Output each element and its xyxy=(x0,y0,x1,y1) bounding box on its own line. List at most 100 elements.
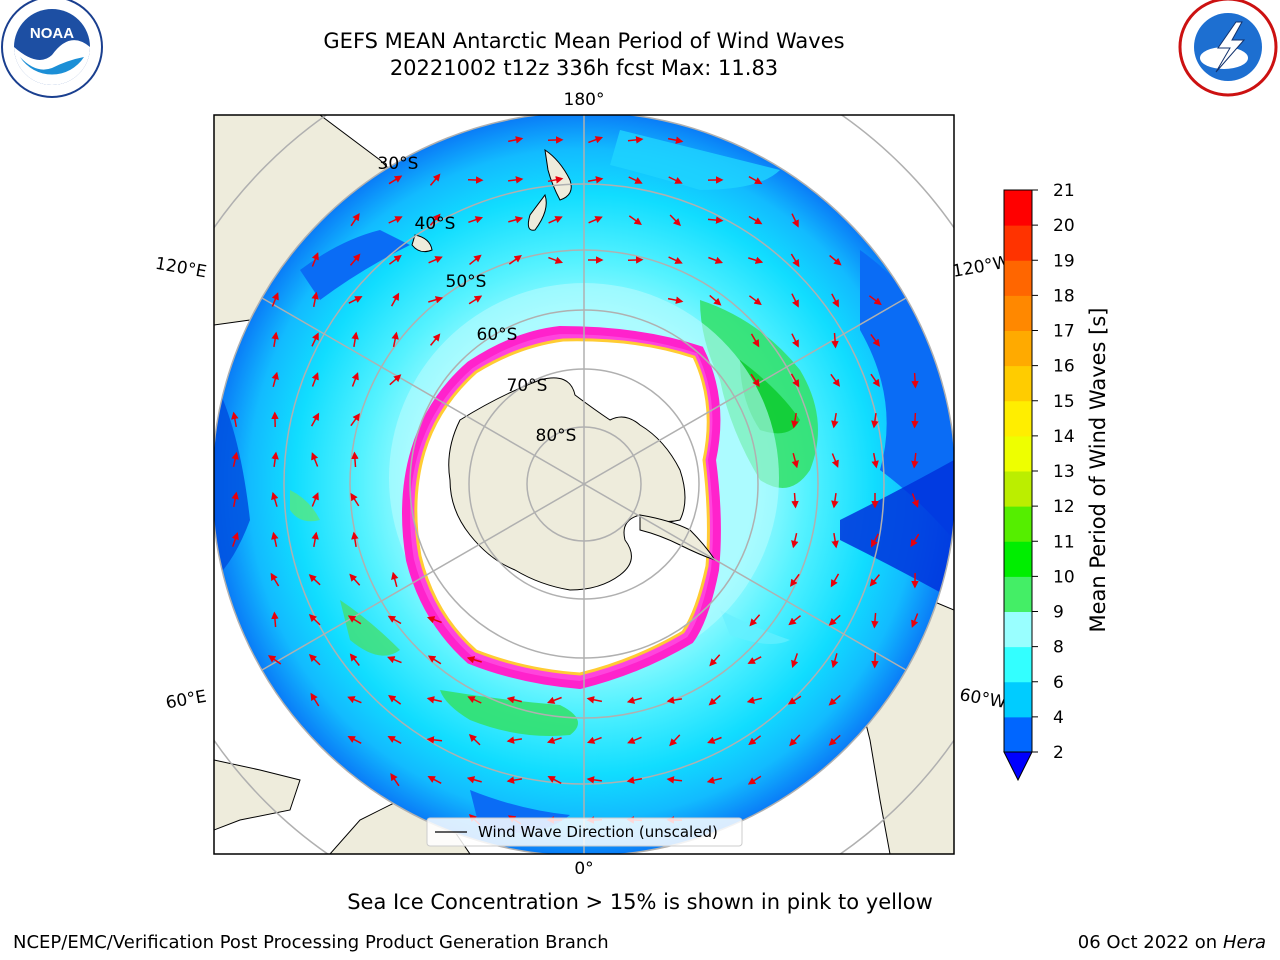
map-frame xyxy=(213,114,955,855)
colorbar-bin xyxy=(1004,225,1032,261)
wind-wave-arrow xyxy=(506,696,522,704)
wind-wave-arrow xyxy=(869,574,880,587)
tasmania xyxy=(411,234,433,253)
colorbar-tick-label: 10 xyxy=(1053,567,1075,587)
wind-wave-arrow xyxy=(468,734,481,746)
wind-wave-arrow xyxy=(271,371,279,387)
wind-wave-arrow xyxy=(830,373,840,387)
wind-wave-arrow xyxy=(669,734,681,747)
wind-wave-arrow xyxy=(468,295,483,305)
wind-wave-arrow xyxy=(868,295,882,306)
colorbar-tick-label: 19 xyxy=(1053,251,1075,271)
wind-wave-arrow xyxy=(791,653,799,669)
wind-wave-arrow xyxy=(426,736,443,744)
wind-wave-arrow xyxy=(387,656,402,664)
wind-wave-arrow xyxy=(388,695,402,705)
wind-wave-arrow xyxy=(267,655,282,665)
wind-wave-arrow xyxy=(351,531,359,548)
colorbar-tick-label: 8 xyxy=(1053,638,1064,658)
wind-wave-arrow xyxy=(311,531,319,548)
colorbar-tick-label: 17 xyxy=(1053,322,1075,342)
wind-wave-arrow xyxy=(271,491,279,507)
wind-wave-arrow xyxy=(790,253,800,268)
wind-wave-arrow xyxy=(828,694,841,706)
wind-wave-arrow xyxy=(790,573,800,587)
wind-wave-arrow xyxy=(870,333,880,347)
wind-wave-arrow xyxy=(469,254,482,265)
wind-wave-arrow xyxy=(508,216,524,224)
wind-wave-arrow xyxy=(787,695,802,705)
wind-wave-arrow xyxy=(871,452,879,469)
wind-wave-arrow xyxy=(628,215,642,225)
wind-wave-arrow xyxy=(831,532,839,549)
wind-wave-arrow xyxy=(390,292,400,307)
wind-wave-arrow xyxy=(828,614,841,626)
wind-wave-arrow xyxy=(508,136,524,144)
noaa-logo-text: NOAA xyxy=(30,25,74,42)
colorbar-bin xyxy=(1004,576,1032,612)
wind-wave-arrow xyxy=(911,452,919,469)
wind-wave-arrow xyxy=(311,492,319,507)
wind-wave-arrow xyxy=(547,775,562,784)
wind-wave-arrow xyxy=(586,776,602,784)
wind-wave-arrow xyxy=(311,252,319,267)
wind-wave-arrow xyxy=(310,412,320,427)
wind-wave-arrow xyxy=(347,615,362,625)
wind-wave-arrow xyxy=(831,293,839,308)
map-legend: Wind Wave Direction (unscaled) xyxy=(426,817,743,847)
wind-wave-arrow xyxy=(588,216,603,224)
wind-wave-arrow xyxy=(626,696,642,704)
wind-wave-arrow xyxy=(430,333,441,346)
wind-wave-arrow xyxy=(748,256,764,264)
wind-wave-arrow xyxy=(348,296,363,304)
wind-wave-arrow xyxy=(791,453,799,469)
wind-wave-arrow xyxy=(466,776,482,784)
wind-wave-arrow xyxy=(910,533,920,548)
wind-wave-arrow xyxy=(870,533,879,548)
wind-wave-arrow xyxy=(707,736,722,744)
colorbar-bin xyxy=(1004,330,1032,367)
wind-wave-arrow xyxy=(831,453,839,468)
wind-wave-arrow xyxy=(870,373,880,388)
wind-wave-arrow xyxy=(351,372,359,387)
colorbar-extend-arrow xyxy=(1003,751,1033,782)
wind-wave-arrow xyxy=(350,492,360,507)
wind-wave-arrow xyxy=(349,573,361,586)
credit-text: NCEP/EMC/Verification Post Processing Pr… xyxy=(13,932,609,953)
wind-wave-arrow xyxy=(667,136,684,144)
wind-wave-arrow xyxy=(628,176,643,184)
colorbar-tick-label: 16 xyxy=(1053,357,1075,377)
wind-wave-arrow xyxy=(270,572,280,587)
wind-wave-arrow xyxy=(791,213,799,228)
wind-wave-arrow xyxy=(747,656,762,664)
wind-wave-arrow xyxy=(791,293,799,308)
wind-wave-arrow xyxy=(587,176,604,184)
wind-wave-arrow xyxy=(586,696,603,704)
wind-wave-arrow xyxy=(311,372,319,387)
colorbar-bin xyxy=(1004,716,1032,753)
colorbar-bin xyxy=(1004,435,1032,472)
wind-wave-arrow xyxy=(231,491,239,508)
lat-label-30s: 30°S xyxy=(378,154,419,174)
wind-wave-arrow xyxy=(588,136,604,144)
title-line-1: GEFS MEAN Antarctic Mean Period of Wind … xyxy=(323,29,845,53)
wind-wave-arrow xyxy=(627,136,644,144)
wind-wave-arrow xyxy=(347,735,362,744)
wind-wave-arrow xyxy=(666,776,683,784)
lat-label-60s: 60°S xyxy=(477,325,518,345)
colorbar-bin xyxy=(1004,400,1032,437)
wind-wave-arrow xyxy=(708,256,724,264)
lat-label-80s: 80°S xyxy=(536,426,577,446)
wind-wave-arrow xyxy=(871,612,879,629)
wind-wave-arrow xyxy=(831,412,839,429)
wind-wave-arrow xyxy=(788,615,801,626)
wind-wave-arrow xyxy=(546,736,562,744)
noaa-logo: NOAA xyxy=(1,0,103,98)
wind-wave-arrow xyxy=(911,493,919,508)
colorbar-bin xyxy=(1004,295,1032,331)
wind-wave-arrow xyxy=(428,256,443,264)
date-stamp: 06 Oct 2022 on Hera xyxy=(1078,932,1266,953)
wind-wave-arrow xyxy=(351,451,359,468)
wind-wave-arrow xyxy=(389,374,402,386)
